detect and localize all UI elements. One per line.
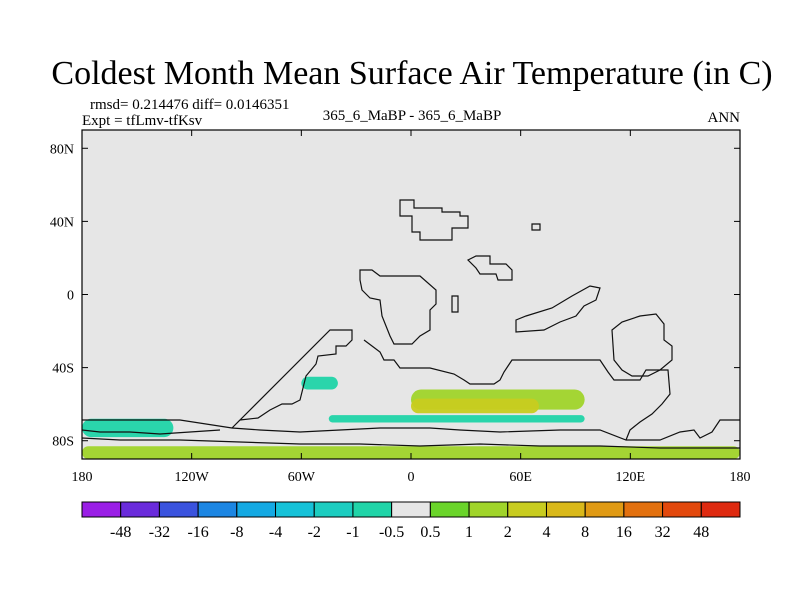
- colorbar-swatch: [158, 501, 199, 518]
- colorbar-swatch: [584, 501, 625, 518]
- y-tick-label: 40N: [50, 215, 74, 230]
- coastlines: [81, 199, 740, 449]
- colorbar-label: -2: [308, 524, 321, 541]
- colorbar-swatch: [391, 501, 431, 518]
- coastline-sa-west: [231, 329, 353, 429]
- colorbar-swatch: [313, 501, 354, 518]
- colorbar-swatch: [507, 501, 547, 518]
- colorbar-label: -8: [230, 524, 243, 541]
- colorbar-label: 16: [616, 524, 632, 541]
- stats-label: rmsd= 0.214476 diff= 0.0146351: [90, 97, 290, 113]
- coastline-eurasia: [399, 199, 469, 241]
- x-tick-label: 60E: [509, 470, 532, 485]
- coastline-australia: [611, 313, 673, 377]
- colorbar-label: 1: [465, 524, 473, 541]
- x-tick-label: 120E: [616, 470, 646, 485]
- coastline-antarctica: [82, 419, 740, 441]
- colorbar-swatch: [81, 501, 122, 518]
- season-label: ANN: [708, 110, 741, 126]
- colorbar-label: -4: [269, 524, 282, 541]
- anomaly-region-0: [82, 446, 740, 459]
- colorbar-swatch: [662, 501, 702, 518]
- y-tick-label: 80N: [50, 142, 74, 157]
- colorbar-label: 48: [693, 524, 709, 541]
- anomaly-region-2: [411, 398, 539, 414]
- y-tick-label: 80S: [52, 435, 74, 450]
- colorbar-label: 32: [655, 524, 671, 541]
- colorbar-swatch: [120, 501, 160, 518]
- map-background: [82, 130, 740, 459]
- colorbar-label: -1: [346, 524, 359, 541]
- coastline-pacific-edge: [81, 429, 221, 435]
- coastline-island-b: [451, 295, 459, 313]
- coastline-island-a: [531, 223, 541, 231]
- anomaly-regions: [82, 376, 740, 459]
- colorbar-label: -32: [149, 524, 170, 541]
- x-tick-label: 120W: [175, 470, 210, 485]
- x-tick-label: 180: [72, 470, 93, 485]
- coastline-mideast: [466, 255, 513, 281]
- center-label: 365_6_MaBP - 365_6_MaBP: [323, 108, 502, 124]
- colorbar-label: 4: [542, 524, 550, 541]
- coastline-india: [515, 285, 601, 333]
- colorbar-swatch: [545, 501, 586, 518]
- x-tick-label: 180: [730, 470, 751, 485]
- colorbar-swatch: [429, 501, 470, 518]
- anomaly-region-3: [328, 415, 585, 423]
- chart-title: Coldest Month Mean Surface Air Temperatu…: [51, 55, 772, 92]
- anomaly-region-5: [301, 376, 338, 390]
- x-tick-label: 0: [408, 470, 415, 485]
- y-axis: 80N 40N 0 40S 80S: [50, 142, 740, 450]
- colorbar-label: -48: [110, 524, 131, 541]
- colorbar-swatch: [275, 501, 315, 518]
- coastline-southern-line: [81, 437, 740, 449]
- experiment-label: Expt = tfLmv-tfKsv: [82, 113, 203, 129]
- map-panel: 180 120W 60W 0 60E 120E 180 80N 40N 0 40S 80S: [50, 129, 751, 485]
- colorbar-swatch: [197, 501, 238, 518]
- colorbar-label: -16: [187, 524, 208, 541]
- y-tick-label: 0: [67, 289, 74, 304]
- y-tick-label: 40S: [52, 362, 74, 377]
- coastline-sa-east: [363, 339, 671, 441]
- colorbar-label: -0.5: [379, 524, 404, 541]
- colorbar-label: 0.5: [420, 524, 440, 541]
- colorbar-label: 2: [504, 524, 512, 541]
- colorbar: -48 -32 -16 -8 -4 -2 -1 -0.5 0.5 1 2 4 8 16 32 48: [81, 501, 741, 541]
- x-tick-label: 60W: [288, 470, 316, 485]
- colorbar-swatch: [468, 501, 509, 518]
- coastline-africa: [359, 269, 437, 345]
- colorbar-swatch: [623, 501, 664, 518]
- colorbar-swatch: [700, 501, 741, 518]
- x-axis: 180 120W 60W 0 60E 120E 180: [72, 130, 751, 485]
- colorbar-swatch: [236, 501, 277, 518]
- colorbar-swatch: [352, 501, 393, 518]
- colorbar-label: 8: [581, 524, 589, 541]
